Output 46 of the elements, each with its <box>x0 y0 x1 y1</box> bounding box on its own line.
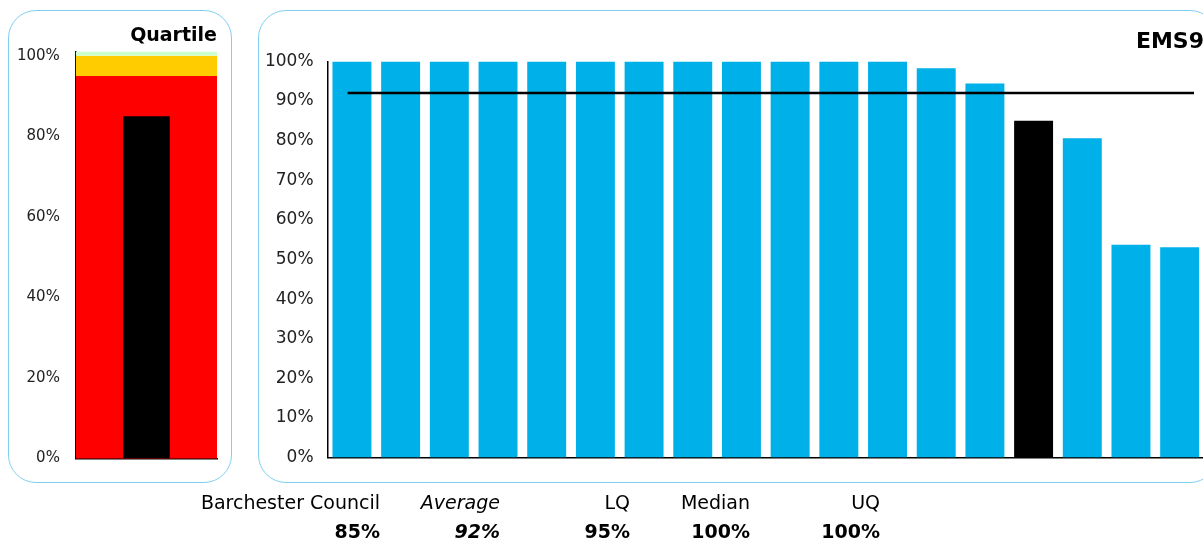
bar <box>624 61 664 458</box>
y-tick-label: 10% <box>275 406 314 427</box>
y-tick-label: 50% <box>275 247 314 268</box>
y-tick-label: 70% <box>275 168 314 189</box>
bar <box>819 61 859 458</box>
text: Average <box>419 490 500 515</box>
y-tick-label: 100% <box>16 45 60 64</box>
text: Median <box>679 490 750 515</box>
text: 100% <box>820 519 880 544</box>
bar <box>721 61 761 458</box>
y-tick-label: 20% <box>275 366 314 387</box>
y-tick-label: 60% <box>26 206 60 225</box>
bar <box>575 61 615 458</box>
bar <box>527 61 567 458</box>
bar <box>868 61 907 458</box>
text: 92% <box>453 519 500 544</box>
chart-title: EMS9 <box>1135 27 1203 53</box>
bar <box>381 61 421 458</box>
y-tick-label: 100% <box>264 49 314 70</box>
text: Barchester Council <box>199 490 380 515</box>
text: LQ <box>603 490 630 515</box>
y-tick-label: 60% <box>275 208 314 229</box>
bar <box>1111 244 1151 458</box>
y-tick-label: 0% <box>36 448 60 467</box>
bar <box>1062 138 1102 458</box>
bar <box>1160 247 1200 458</box>
bar <box>332 61 372 458</box>
y-tick-label: 40% <box>26 287 60 306</box>
y-tick-label: 40% <box>275 287 314 308</box>
y-tick-label: 30% <box>275 327 314 348</box>
y-tick-label: 20% <box>26 367 60 386</box>
bar <box>770 61 810 458</box>
bar <box>916 68 956 458</box>
bar <box>478 61 518 458</box>
text: 100% <box>690 519 750 544</box>
bar <box>673 61 713 458</box>
y-tick-label: 80% <box>26 126 60 145</box>
y-tick-label: 0% <box>286 446 314 467</box>
text: 85% <box>333 519 380 544</box>
y-tick-label: 80% <box>275 129 314 150</box>
y-tick-label: 90% <box>275 89 314 110</box>
bar <box>965 83 1005 458</box>
bar <box>429 61 469 458</box>
text: UQ <box>850 490 880 515</box>
chart-title: Quartile <box>130 23 217 46</box>
text: 95% <box>583 519 630 544</box>
